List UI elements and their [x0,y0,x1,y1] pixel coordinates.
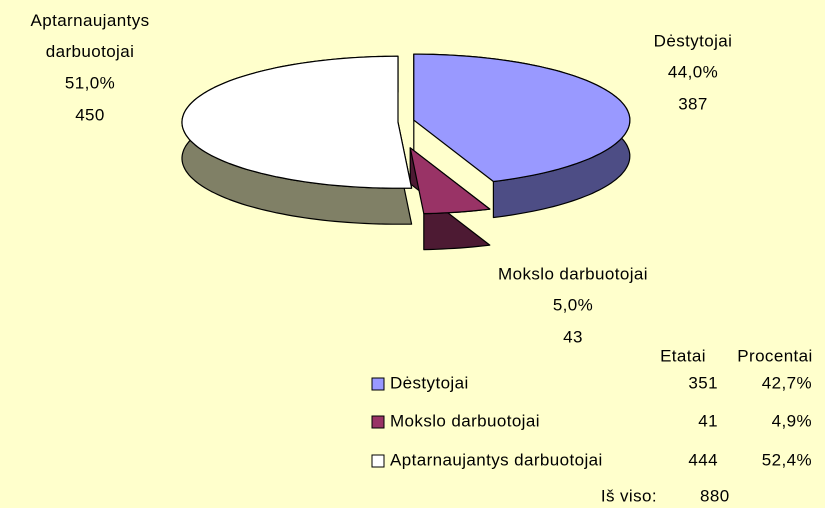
total-value: 880 [700,486,730,505]
slice [181,55,413,189]
table-cell: 351 [688,373,718,392]
table-cell: 41 [698,411,718,430]
legend-swatch [371,415,385,429]
table-cell: 4,9% [772,411,812,430]
legend-label: Aptarnaujantys darbuotojai [390,450,603,469]
slice [409,147,491,215]
slice-label-name: Mokslo darbuotojai [498,264,648,283]
table-cell: 42,7% [762,373,812,392]
slice-label-count: 43 [563,327,583,346]
table-cell: 52,4% [762,450,812,469]
legend-label: Dėstytojai [390,373,469,392]
slice-labels: Dėstytojai 44,0% 387 Mokslo darbuotojai 5,0%… [30,11,733,346]
slice-label-count: 387 [678,94,708,113]
slice-label-name: Aptarnaujantys darbuotojai [30,11,149,61]
pie [181,53,631,251]
slice-label-percent: 51,0% [65,73,115,92]
slice-label-percent: 44,0% [668,62,718,81]
legend-table: Etatai Procentai Dėstytojai 351 42,7% Mokslo … [371,346,812,505]
legend-label: Mokslo darbuotojai [390,411,540,430]
slice-label-percent: 5,0% [553,295,593,314]
table-header: Etatai [660,346,706,365]
legend-swatch [371,454,385,468]
slice [413,53,631,183]
total-label: Iš viso: [601,486,657,505]
slice-label-name: Dėstytojai [654,31,733,50]
table-cell: 444 [688,450,718,469]
slice-label-count: 450 [75,105,105,124]
legend-swatch [371,377,385,391]
table-header: Procentai [737,346,812,365]
